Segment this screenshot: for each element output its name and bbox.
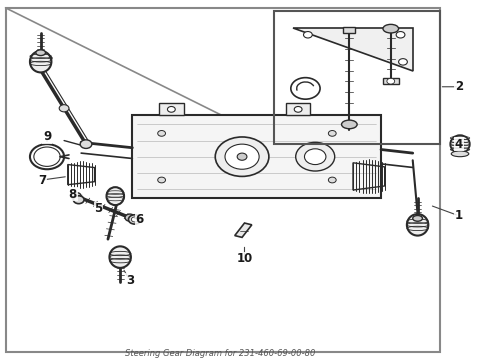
Bar <box>5 8 439 352</box>
Text: 1: 1 <box>454 210 462 222</box>
Ellipse shape <box>73 196 84 204</box>
Ellipse shape <box>398 59 407 65</box>
Ellipse shape <box>295 142 334 171</box>
Ellipse shape <box>450 151 468 157</box>
Polygon shape <box>293 28 412 71</box>
Text: 2: 2 <box>454 80 462 93</box>
Ellipse shape <box>304 149 325 165</box>
Ellipse shape <box>449 135 469 153</box>
Ellipse shape <box>59 105 69 112</box>
Text: 5: 5 <box>94 202 102 215</box>
Ellipse shape <box>109 246 131 268</box>
Ellipse shape <box>36 50 45 55</box>
Text: 3: 3 <box>125 274 134 287</box>
Ellipse shape <box>125 214 135 221</box>
Bar <box>273 12 439 144</box>
Ellipse shape <box>215 137 268 176</box>
Ellipse shape <box>328 131 335 136</box>
Ellipse shape <box>158 131 165 136</box>
Bar <box>132 116 380 198</box>
Ellipse shape <box>131 217 138 222</box>
Ellipse shape <box>106 187 124 205</box>
Bar <box>343 27 354 33</box>
Bar <box>159 103 183 116</box>
Ellipse shape <box>294 107 302 112</box>
Ellipse shape <box>303 32 312 38</box>
Bar <box>285 103 310 116</box>
Text: 9: 9 <box>43 130 51 144</box>
Text: 7: 7 <box>38 174 46 186</box>
Text: 10: 10 <box>236 252 252 265</box>
Ellipse shape <box>71 193 81 200</box>
Text: 6: 6 <box>135 213 143 226</box>
Ellipse shape <box>128 215 141 224</box>
Ellipse shape <box>167 107 175 112</box>
Ellipse shape <box>406 214 427 235</box>
Ellipse shape <box>328 177 335 183</box>
Ellipse shape <box>158 177 165 183</box>
Ellipse shape <box>237 153 246 160</box>
Polygon shape <box>234 223 251 237</box>
Ellipse shape <box>80 140 92 148</box>
Ellipse shape <box>224 144 259 169</box>
Text: 4: 4 <box>454 138 462 150</box>
Ellipse shape <box>412 216 422 221</box>
Ellipse shape <box>395 32 404 38</box>
Ellipse shape <box>386 78 394 84</box>
Text: 8: 8 <box>69 188 77 201</box>
Ellipse shape <box>30 51 51 72</box>
Text: Steering Gear Diagram for 231-460-69-00-80: Steering Gear Diagram for 231-460-69-00-… <box>124 348 315 357</box>
Bar <box>382 78 398 85</box>
Ellipse shape <box>341 120 356 129</box>
Ellipse shape <box>382 24 398 33</box>
